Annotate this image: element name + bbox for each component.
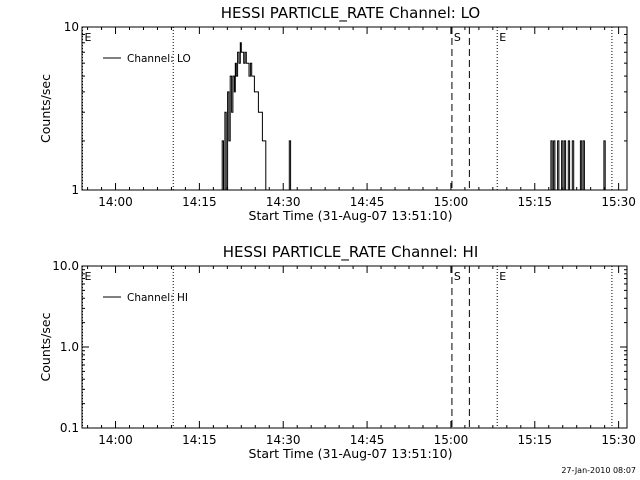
y-tick-label: 10.0 [52,259,79,273]
x-tick-label: 15:00 [434,195,469,209]
timestamp-stamp: 27-Jan-2010 08:07 [561,466,636,475]
x-tick-label: 14:45 [350,433,385,447]
event-marker-label: E [499,270,506,283]
y-tick-label: 0.1 [60,421,79,435]
series-line-0 [219,42,607,191]
x-tick-label: 15:30 [601,433,636,447]
x-axis-label: Start Time (31-Aug-07 13:51:10) [249,208,453,223]
event-marker-label: E [85,270,92,283]
x-tick-label: 14:15 [182,433,217,447]
x-axis-label: Start Time (31-Aug-07 13:51:10) [249,446,453,461]
event-marker-label: E [499,31,506,44]
y-tick-label: 10 [64,20,79,34]
x-tick-label: 15:15 [517,195,552,209]
x-tick-label: 14:15 [182,195,217,209]
event-marker-label: S [454,31,461,44]
y-tick-label: 1.0 [60,340,79,354]
y-tick-label: 1 [71,183,79,197]
x-tick-label: 14:00 [98,195,133,209]
plot-frame [81,26,628,191]
legend-entry: Channel: HI [127,292,188,304]
event-marker-label: E [85,31,92,44]
legend-entry: Channel: LO [127,53,191,65]
plot-frame [81,265,628,429]
x-tick-label: 14:30 [266,195,301,209]
x-tick-label: 14:30 [266,433,301,447]
chart-panel-lo: HESSI PARTICLE_RATE Channel: LO 14:00 14:1… [38,4,636,223]
chart-title: HESSI PARTICLE_RATE Channel: LO [221,4,480,23]
chart-panel-hi: HESSI PARTICLE_RATE Channel: HI 14:00 14:1… [38,243,636,461]
event-marker-label: S [454,270,461,283]
y-axis-label: Counts/sec [38,312,53,381]
x-tick-label: 14:00 [98,433,133,447]
x-tick-label: 15:30 [601,195,636,209]
x-tick-label: 15:00 [434,433,469,447]
chart-title: HESSI PARTICLE_RATE Channel: HI [223,243,479,262]
y-axis-label: Counts/sec [38,74,53,143]
x-tick-label: 14:45 [350,195,385,209]
x-tick-label: 15:15 [517,433,552,447]
